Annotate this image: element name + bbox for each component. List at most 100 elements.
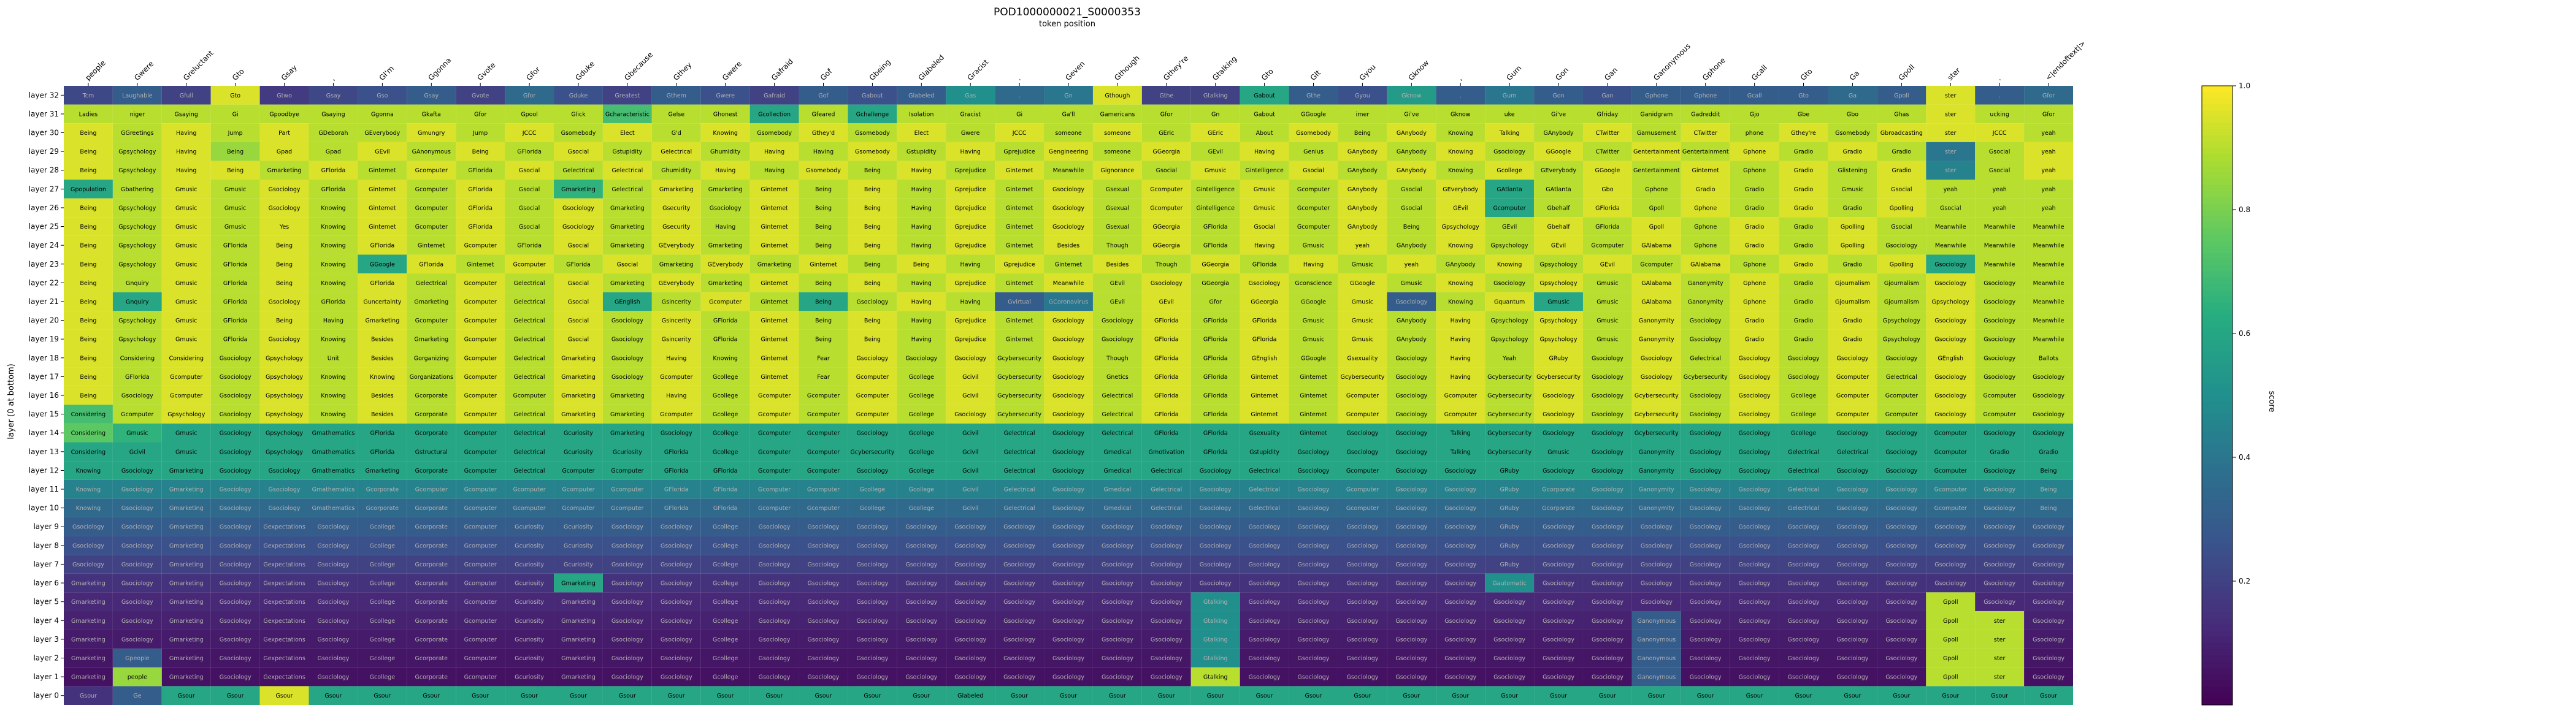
heatmap-cell-label: Gi xyxy=(1016,111,1022,118)
heatmap-cell-label: GFlorida xyxy=(468,186,493,193)
heatmap-cell xyxy=(1730,348,1779,368)
heatmap-cell-label: Gcuriosity xyxy=(564,542,593,549)
heatmap-cell-label: yeah xyxy=(2041,130,2055,137)
heatmap-cell-label: Gpsychology xyxy=(266,449,304,455)
heatmap-cell xyxy=(210,217,260,236)
heatmap-cell-label: Gcybersecurity xyxy=(997,411,1041,418)
heatmap-cell xyxy=(456,329,505,349)
heatmap-cell xyxy=(848,423,897,443)
heatmap-cell xyxy=(112,217,162,236)
heatmap-cell-label: Gsociology xyxy=(1493,149,1525,156)
heatmap-cell xyxy=(1926,273,1976,292)
heatmap-cell-label: Gpsychology xyxy=(266,393,304,400)
row-tick-label: layer 2 xyxy=(33,653,59,662)
heatmap-cell-label: Gsociology xyxy=(1151,599,1183,606)
heatmap-cell-label: Gmathematics xyxy=(312,487,355,493)
heatmap-cell xyxy=(407,423,456,443)
heatmap-cell-label: GGoogle xyxy=(1546,149,1571,156)
heatmap-cell-label: Gsociology xyxy=(1200,524,1232,531)
heatmap-cell-label: GFlorida xyxy=(664,505,689,512)
heatmap-cell xyxy=(1436,235,1485,255)
heatmap-cell xyxy=(1779,198,1828,218)
heatmap-cell-label: GFlorida xyxy=(1595,224,1620,230)
heatmap-cell-label: GAnybody xyxy=(1397,337,1427,343)
heatmap-cell-label: Gsociology xyxy=(611,524,643,531)
heatmap-cell xyxy=(1534,198,1583,218)
heatmap-cell-label: Gsomebody xyxy=(1296,130,1331,137)
heatmap-cell xyxy=(1485,386,1535,405)
colorbar-swatch xyxy=(2202,104,2233,111)
heatmap-cell-label: Gsomebody xyxy=(855,130,890,137)
heatmap-cell-label: Gmusic xyxy=(1547,299,1569,305)
heatmap-cell-label: Gradio xyxy=(1745,337,1765,343)
heatmap-cell-label: Though xyxy=(1106,355,1129,362)
row-tick-label: layer 13 xyxy=(29,447,59,456)
heatmap-cell xyxy=(1681,423,1730,443)
heatmap-cell-label: Gpad xyxy=(277,149,292,156)
heatmap-cell xyxy=(259,405,309,424)
heatmap-cell-label: Gmusic xyxy=(1303,337,1324,343)
heatmap-cell-label: GFlorida xyxy=(223,299,248,305)
heatmap-cell-label: Gsociology xyxy=(661,599,692,606)
heatmap-cell-label: Gabout xyxy=(1254,111,1275,118)
heatmap-cell-label: Gsour xyxy=(1697,693,1714,699)
heatmap-cell xyxy=(161,442,211,462)
heatmap-cell-label: Gcollege xyxy=(370,580,396,587)
heatmap-cell-label: Gmusic xyxy=(1401,280,1422,287)
heatmap-cell xyxy=(1190,142,1240,161)
heatmap-cell-label: Gsour xyxy=(521,693,538,699)
heatmap-cell-label: Gsociology xyxy=(1984,430,2015,437)
heatmap-cell-label: GGoogle xyxy=(1301,355,1326,362)
heatmap-cell xyxy=(259,123,309,142)
heatmap-cell-label: G'd xyxy=(672,130,681,137)
heatmap-cell xyxy=(848,348,897,368)
heatmap-cell-label: Knowing xyxy=(713,355,738,362)
heatmap-cell-label: Gsociology xyxy=(1788,524,1820,531)
heatmap-cell-label: Gelectrical xyxy=(1004,468,1035,474)
heatmap-cell xyxy=(309,292,358,311)
colorbar-swatch xyxy=(2202,308,2233,316)
heatmap-cell-label: Gyou xyxy=(1355,93,1370,99)
heatmap-cell-label: Gsociology xyxy=(1788,374,1820,381)
heatmap-cell-label: Ge xyxy=(133,693,141,699)
heatmap-cell xyxy=(358,329,407,349)
heatmap-cell xyxy=(1092,367,1142,386)
heatmap-cell-label: Gsociology xyxy=(954,524,986,531)
heatmap-cell xyxy=(749,273,799,292)
heatmap-cell xyxy=(1926,311,1976,330)
heatmap-cell-label: Gsociology xyxy=(1739,580,1771,587)
column-tick-label: Gfor xyxy=(524,65,542,82)
heatmap-cell-label: Fear xyxy=(817,374,830,381)
heatmap-cell xyxy=(1877,292,1926,311)
heatmap-cell-label: Gsociology xyxy=(1690,674,1722,681)
heatmap-cell-label: Gcomputer xyxy=(513,487,545,493)
heatmap-cell-label: Gsociology xyxy=(1052,580,1084,587)
heatmap-cell xyxy=(456,442,505,462)
heatmap-cell xyxy=(64,311,113,330)
heatmap-cell-label: Gmusic xyxy=(175,224,197,230)
heatmap-cell-label: Gcomputer xyxy=(464,355,497,362)
heatmap-cell-label: Gsociology xyxy=(1444,674,1476,681)
heatmap-cell-label: Gsociology xyxy=(121,487,153,493)
heatmap-cell-label: Gsay xyxy=(326,93,341,99)
heatmap-cell xyxy=(358,217,407,236)
heatmap-cell xyxy=(358,348,407,368)
heatmap-cell xyxy=(64,367,113,386)
heatmap-cell-label: Gstructural xyxy=(415,449,448,455)
heatmap-cell-label: Gsociology xyxy=(220,618,251,625)
heatmap-cell xyxy=(799,180,848,199)
heatmap-cell xyxy=(946,423,995,443)
heatmap-cell-label: Gsay xyxy=(424,93,439,99)
heatmap-cell xyxy=(897,142,946,161)
heatmap-cell-label: Jump xyxy=(228,130,243,137)
colorbar-swatch xyxy=(2202,141,2233,148)
heatmap-cell xyxy=(1485,254,1535,274)
heatmap-cell xyxy=(749,442,799,462)
heatmap-cell-label: Gsociology xyxy=(1395,636,1427,643)
heatmap-cell xyxy=(1582,235,1632,255)
heatmap-cell xyxy=(700,142,750,161)
heatmap-cell xyxy=(1338,104,1387,124)
heatmap-cell-label: Gmarketing xyxy=(169,655,204,662)
heatmap-cell-label: Gcomputer xyxy=(1934,487,1967,493)
heatmap-cell xyxy=(651,442,701,462)
